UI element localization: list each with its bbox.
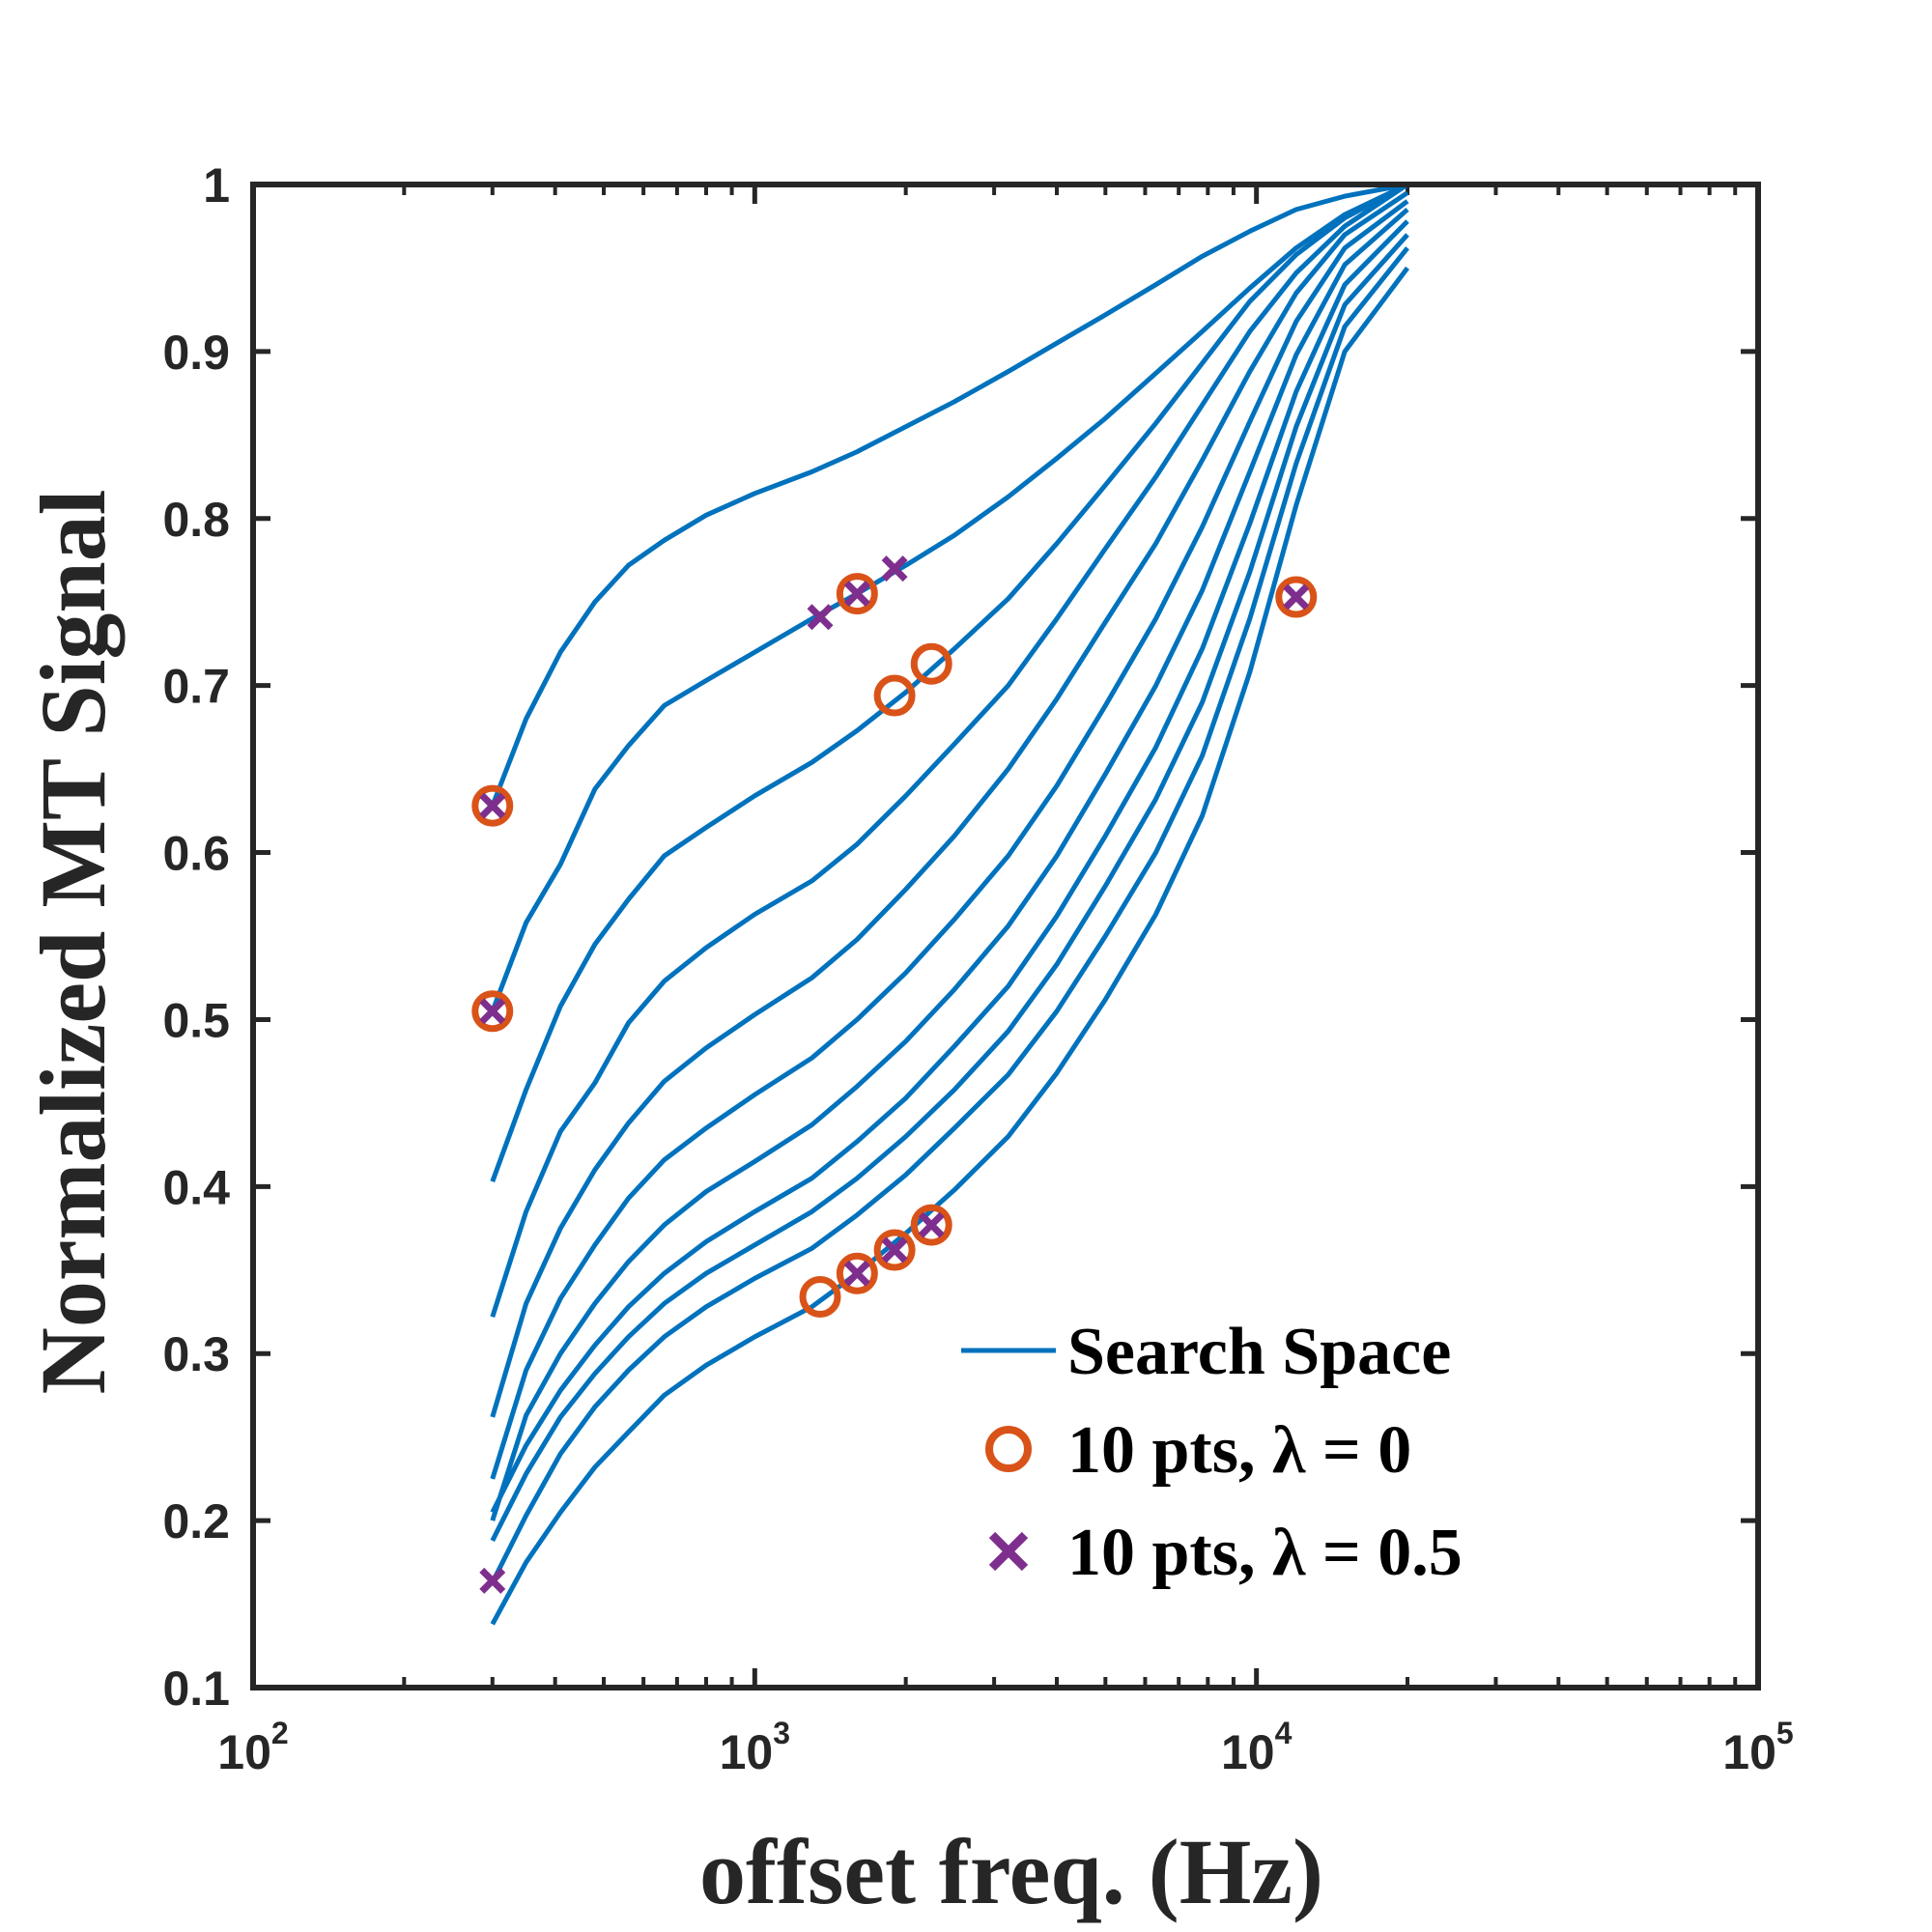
marker-lambda-0 <box>471 784 514 827</box>
search-space-line-6 <box>490 199 1409 1480</box>
marker-lambda-0 <box>910 642 952 685</box>
marker-lambda-0 <box>873 1229 916 1271</box>
search-space-line-4 <box>490 182 1409 1318</box>
legend-cross-swatch <box>988 1531 1029 1572</box>
y-tick-label: 0.3 <box>162 1327 230 1381</box>
search-space-line-1 <box>490 182 1408 808</box>
marker-lambda-0-5 <box>843 1260 870 1287</box>
x-axis-ticks: 102 103 104 105 <box>217 185 1794 1779</box>
search-space-line-5 <box>490 190 1409 1418</box>
search-space-line-9 <box>490 233 1409 1543</box>
y-tick-label: 0.5 <box>162 993 230 1047</box>
y-axis-title: Normalized MT Signal <box>21 490 125 1395</box>
search-space-line-8 <box>490 219 1409 1514</box>
legend-circle-swatch <box>985 1426 1032 1472</box>
x-axis-title: offset freq. (Hz) <box>699 1820 1323 1923</box>
marker-lambda-0-5 <box>918 1211 945 1238</box>
x-tick-label: 103 <box>720 1716 790 1779</box>
series-layer <box>490 182 1409 1626</box>
marker-lambda-0 <box>836 1252 878 1294</box>
search-space-line-2 <box>490 182 1409 1012</box>
marker-layer <box>471 555 1318 1594</box>
marker-lambda-0 <box>836 573 878 615</box>
x-tick-label: 104 <box>1221 1716 1293 1779</box>
legend-label-search-space: Search Space <box>1067 1315 1451 1389</box>
axes-box <box>250 182 1761 1690</box>
marker-lambda-0 <box>471 990 514 1033</box>
marker-lambda-0 <box>873 674 916 717</box>
legend-label-lambda-0-5: 10 pts, λ = 0.5 <box>1067 1516 1463 1590</box>
y-tick-label: 0.7 <box>162 660 230 714</box>
marker-lambda-0-5 <box>479 998 506 1025</box>
marker-lambda-0 <box>1275 576 1318 618</box>
legend: Search Space 10 pts, λ = 0 10 pts, λ = 0… <box>961 1315 1463 1590</box>
y-tick-label: 0.1 <box>162 1662 230 1716</box>
y-tick-label: 0.2 <box>162 1494 230 1548</box>
marker-lambda-0-5 <box>843 581 870 608</box>
marker-lambda-0 <box>799 1275 841 1318</box>
search-space-line-10 <box>490 246 1409 1584</box>
marker-lambda-0-5 <box>1283 583 1310 611</box>
marker-lambda-0-5 <box>807 604 834 631</box>
y-tick-label: 0.4 <box>162 1160 230 1214</box>
y-tick-label: 0.6 <box>162 827 230 881</box>
search-space-line-7 <box>490 208 1409 1521</box>
legend-label-lambda-0: 10 pts, λ = 0 <box>1067 1413 1411 1488</box>
marker-lambda-0-5 <box>881 1236 908 1264</box>
search-space-line-3 <box>490 182 1409 1182</box>
marker-lambda-0-5 <box>881 555 908 582</box>
marker-lambda-0-5 <box>479 1567 506 1594</box>
y-tick-label: 1 <box>203 158 230 213</box>
marker-lambda-0 <box>910 1204 952 1246</box>
y-tick-label: 0.8 <box>162 493 230 547</box>
y-axis-ticks: 0.1 0.2 0.3 0.4 0.5 0.6 0.7 0.8 0.9 1 <box>162 158 1758 1716</box>
marker-lambda-0-5 <box>479 792 506 819</box>
x-tick-label: 105 <box>1722 1716 1793 1779</box>
x-tick-label: 102 <box>217 1716 288 1779</box>
y-tick-label: 0.9 <box>162 326 230 380</box>
